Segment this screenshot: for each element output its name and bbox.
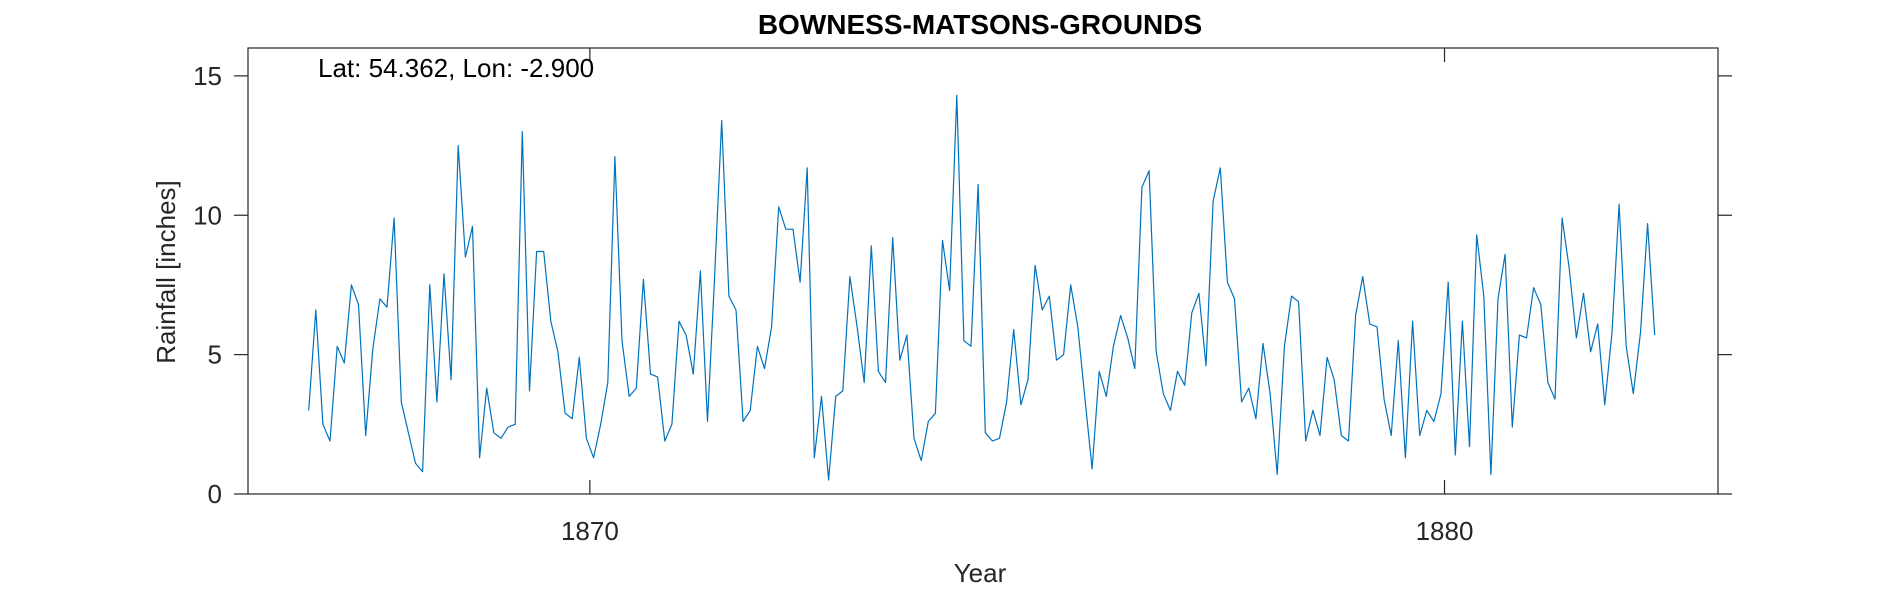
chart-title: BOWNESS-MATSONS-GROUNDS [758, 9, 1202, 40]
location-annotation: Lat: 54.362, Lon: -2.900 [318, 53, 594, 83]
y-tick-label: 0 [208, 479, 222, 509]
y-tick-label: 10 [193, 200, 222, 230]
x-tick-label: 1880 [1416, 516, 1474, 546]
x-axis: 1870 1880 [561, 48, 1473, 546]
y-axis-label: Rainfall [inches] [151, 180, 181, 364]
series-group [308, 94, 1656, 481]
y-tick-label: 5 [208, 340, 222, 370]
plot-frame [247, 47, 1719, 495]
y-axis: 0 5 10 15 [193, 61, 1732, 509]
x-axis-label: Year [954, 558, 1007, 588]
y-tick-label: 15 [193, 61, 222, 91]
plot-box [247, 47, 1719, 495]
rainfall-series-line [308, 94, 1656, 481]
x-tick-label: 1870 [561, 516, 619, 546]
